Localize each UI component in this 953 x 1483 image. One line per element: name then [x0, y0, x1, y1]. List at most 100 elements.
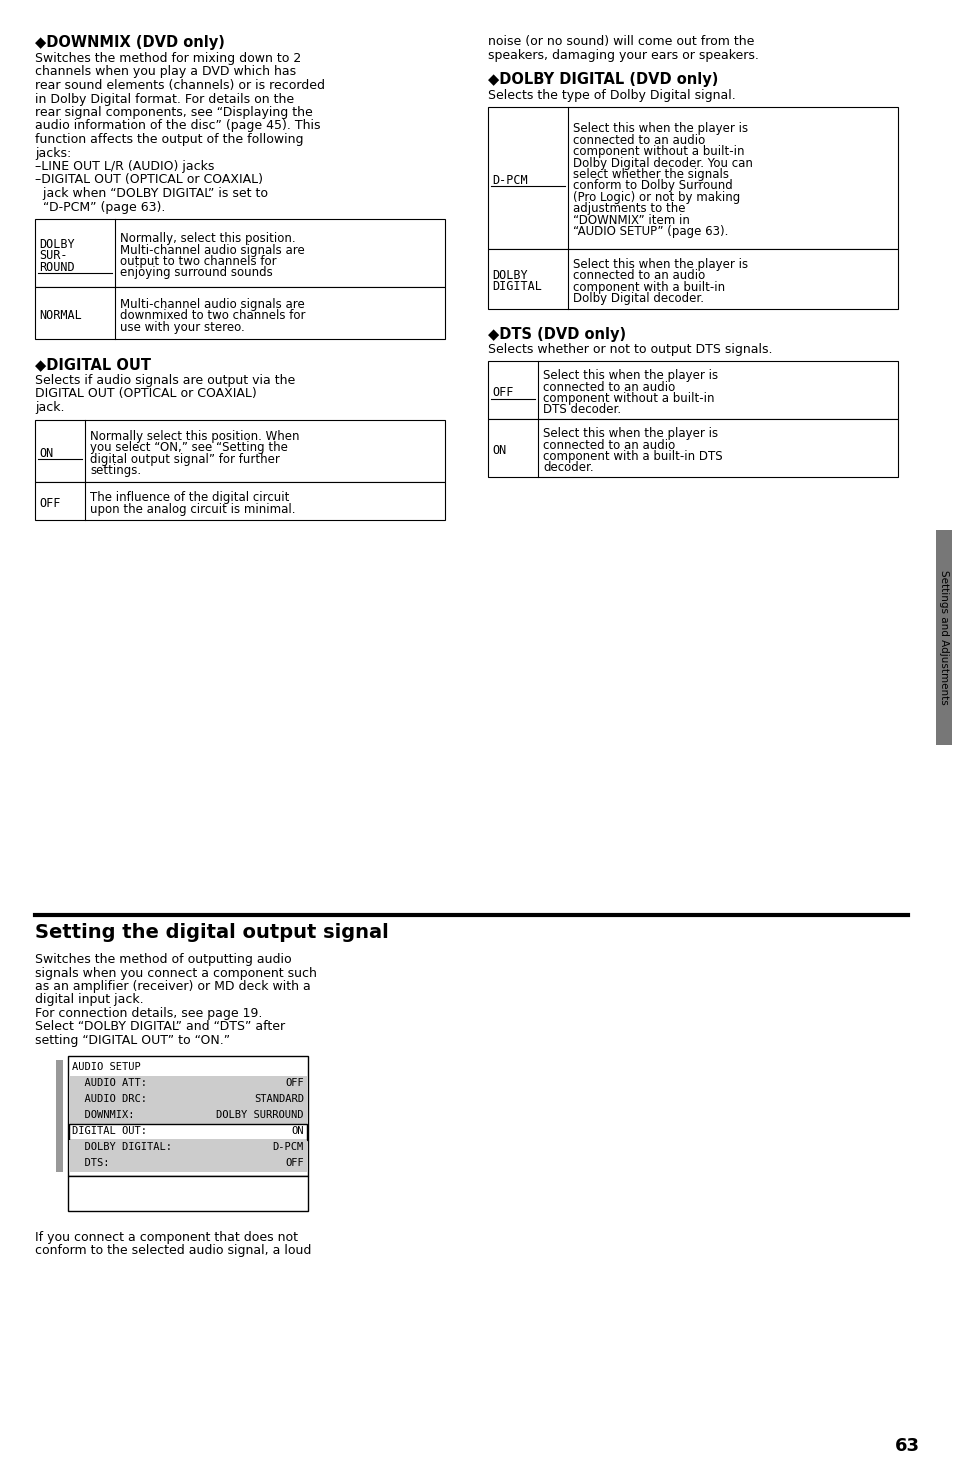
Bar — [488, 360, 897, 420]
Text: channels when you play a DVD which has: channels when you play a DVD which has — [35, 65, 295, 79]
Text: function affects the output of the following: function affects the output of the follo… — [35, 133, 303, 145]
Text: downmixed to two channels for: downmixed to two channels for — [120, 310, 305, 322]
Bar — [35, 420, 444, 482]
Text: 63: 63 — [894, 1437, 919, 1455]
Text: Settings and Adjustments: Settings and Adjustments — [938, 569, 948, 704]
Text: connected to an audio: connected to an audio — [542, 381, 675, 393]
Text: enjoying surround sounds: enjoying surround sounds — [120, 267, 273, 279]
Text: NORMAL: NORMAL — [39, 310, 82, 322]
Text: connected to an audio: connected to an audio — [573, 268, 704, 282]
Text: DIGITAL OUT (OPTICAL or COAXIAL): DIGITAL OUT (OPTICAL or COAXIAL) — [35, 387, 256, 400]
Bar — [35, 482, 444, 519]
Text: Selects the type of Dolby Digital signal.: Selects the type of Dolby Digital signal… — [488, 89, 735, 102]
Text: audio information of the disc” (page 45). This: audio information of the disc” (page 45)… — [35, 120, 320, 132]
Text: in Dolby Digital format. For details on the: in Dolby Digital format. For details on … — [35, 92, 294, 105]
Bar — [69, 1091, 307, 1108]
Text: –DIGITAL OUT (OPTICAL or COAXIAL): –DIGITAL OUT (OPTICAL or COAXIAL) — [35, 174, 263, 187]
Text: ROUND: ROUND — [39, 261, 74, 274]
Text: Select this when the player is: Select this when the player is — [542, 427, 718, 440]
Bar — [488, 420, 897, 478]
Text: ◆DTS (DVD only): ◆DTS (DVD only) — [488, 326, 625, 341]
Text: “AUDIO SETUP” (page 63).: “AUDIO SETUP” (page 63). — [573, 225, 727, 239]
Text: If you connect a component that does not: If you connect a component that does not — [35, 1231, 297, 1244]
Text: OFF: OFF — [39, 497, 60, 510]
Text: SUR-: SUR- — [39, 249, 68, 262]
Text: (Pro Logic) or not by making: (Pro Logic) or not by making — [573, 191, 740, 205]
Text: digital input jack.: digital input jack. — [35, 994, 144, 1007]
Text: Selects if audio signals are output via the: Selects if audio signals are output via … — [35, 374, 294, 387]
Text: component without a built-in: component without a built-in — [542, 392, 714, 405]
Text: output to two channels for: output to two channels for — [120, 255, 276, 268]
Text: D-PCM: D-PCM — [273, 1142, 304, 1151]
Text: rear signal components, see “Displaying the: rear signal components, see “Displaying … — [35, 105, 313, 119]
Bar — [35, 288, 444, 340]
Text: as an amplifier (receiver) or MD deck with a: as an amplifier (receiver) or MD deck wi… — [35, 980, 311, 994]
Text: Setting the digital output signal: Setting the digital output signal — [35, 922, 388, 942]
Text: OFF: OFF — [285, 1158, 304, 1167]
Text: component with a built-in: component with a built-in — [573, 280, 724, 294]
Text: decoder.: decoder. — [542, 461, 593, 475]
Text: Switches the method for mixing down to 2: Switches the method for mixing down to 2 — [35, 52, 301, 65]
Text: DTS:: DTS: — [71, 1158, 110, 1167]
Text: The influence of the digital circuit: The influence of the digital circuit — [90, 491, 289, 504]
Bar — [56, 1059, 63, 1172]
Text: signals when you connect a component such: signals when you connect a component suc… — [35, 967, 316, 979]
Text: Select this when the player is: Select this when the player is — [542, 369, 718, 383]
Bar — [69, 1075, 307, 1091]
Text: Select this when the player is: Select this when the player is — [573, 258, 747, 270]
Bar — [35, 219, 444, 288]
Text: DIGITAL: DIGITAL — [492, 280, 541, 294]
Text: DOLBY: DOLBY — [39, 237, 74, 251]
Text: conform to the selected audio signal, a loud: conform to the selected audio signal, a … — [35, 1244, 311, 1258]
Text: ON: ON — [39, 446, 53, 460]
Text: DTS decoder.: DTS decoder. — [542, 403, 620, 417]
Text: Normally, select this position.: Normally, select this position. — [120, 231, 295, 245]
Text: ◆DOLBY DIGITAL (DVD only): ◆DOLBY DIGITAL (DVD only) — [488, 73, 718, 87]
Text: Dolby Digital decoder.: Dolby Digital decoder. — [573, 292, 703, 305]
Text: connected to an audio: connected to an audio — [542, 439, 675, 451]
Text: –LINE OUT L/R (AUDIO) jacks: –LINE OUT L/R (AUDIO) jacks — [35, 160, 214, 174]
Text: adjustments to the: adjustments to the — [573, 203, 685, 215]
Text: upon the analog circuit is minimal.: upon the analog circuit is minimal. — [90, 503, 295, 516]
Bar — [69, 1155, 307, 1172]
Bar — [935, 529, 951, 744]
Text: jack when “DOLBY DIGITAL” is set to: jack when “DOLBY DIGITAL” is set to — [35, 187, 268, 200]
Text: use with your stereo.: use with your stereo. — [120, 320, 245, 334]
Text: Normally select this position. When: Normally select this position. When — [90, 430, 299, 442]
Text: AUDIO ATT:: AUDIO ATT: — [71, 1078, 147, 1087]
Text: noise (or no sound) will come out from the: noise (or no sound) will come out from t… — [488, 36, 754, 47]
Text: conform to Dolby Surround: conform to Dolby Surround — [573, 179, 732, 193]
Text: settings.: settings. — [90, 464, 141, 478]
Text: AUDIO DRC:: AUDIO DRC: — [71, 1093, 147, 1103]
Text: OFF: OFF — [285, 1078, 304, 1087]
Text: Select this when the player is: Select this when the player is — [573, 122, 747, 135]
Text: STANDARD: STANDARD — [253, 1093, 304, 1103]
Bar — [69, 1139, 307, 1155]
Text: ON: ON — [492, 445, 506, 457]
Bar — [69, 1124, 307, 1139]
Text: jack.: jack. — [35, 400, 65, 414]
Bar — [69, 1108, 307, 1124]
Text: Switches the method of outputting audio: Switches the method of outputting audio — [35, 954, 292, 965]
Text: “DOWNMIX” item in: “DOWNMIX” item in — [573, 214, 689, 227]
Text: DOLBY SURROUND: DOLBY SURROUND — [216, 1109, 304, 1120]
Text: setting “DIGITAL OUT” to “ON.”: setting “DIGITAL OUT” to “ON.” — [35, 1034, 230, 1047]
Text: Dolby Digital decoder. You can: Dolby Digital decoder. You can — [573, 157, 752, 169]
Text: OFF: OFF — [492, 386, 513, 399]
Text: component without a built-in: component without a built-in — [573, 145, 743, 159]
Text: DOLBY: DOLBY — [492, 268, 527, 282]
Text: D-PCM: D-PCM — [492, 174, 527, 187]
Text: digital output signal” for further: digital output signal” for further — [90, 452, 279, 466]
Bar — [68, 1056, 308, 1176]
Text: select whether the signals: select whether the signals — [573, 168, 728, 181]
Text: Multi-channel audio signals are: Multi-channel audio signals are — [120, 298, 304, 311]
Bar — [488, 249, 897, 308]
Text: connected to an audio: connected to an audio — [573, 133, 704, 147]
Text: Select “DOLBY DIGITAL” and “DTS” after: Select “DOLBY DIGITAL” and “DTS” after — [35, 1020, 285, 1034]
Text: speakers, damaging your ears or speakers.: speakers, damaging your ears or speakers… — [488, 49, 758, 61]
Text: component with a built-in DTS: component with a built-in DTS — [542, 449, 721, 463]
Text: jacks:: jacks: — [35, 147, 71, 160]
Text: DOLBY DIGITAL:: DOLBY DIGITAL: — [71, 1142, 172, 1151]
Bar — [68, 1176, 308, 1210]
Text: “D-PCM” (page 63).: “D-PCM” (page 63). — [35, 200, 165, 214]
